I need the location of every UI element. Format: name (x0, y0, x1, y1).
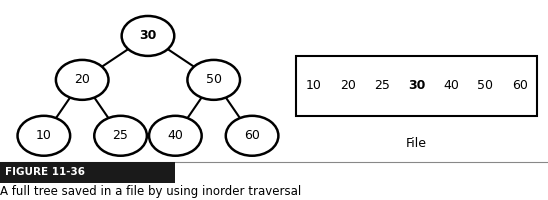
Text: 10: 10 (305, 79, 321, 92)
Text: 40: 40 (443, 79, 459, 92)
Text: 10: 10 (36, 129, 52, 142)
Text: 20: 20 (75, 73, 90, 86)
Ellipse shape (122, 16, 174, 56)
Text: 60: 60 (244, 129, 260, 142)
Ellipse shape (56, 60, 109, 100)
Ellipse shape (226, 116, 278, 156)
Text: 50: 50 (477, 79, 493, 92)
Ellipse shape (18, 116, 70, 156)
Ellipse shape (149, 116, 202, 156)
Text: FIGURE 11-36: FIGURE 11-36 (5, 167, 85, 177)
Text: 50: 50 (206, 73, 222, 86)
Ellipse shape (94, 116, 147, 156)
Text: 25: 25 (374, 79, 390, 92)
Text: 20: 20 (340, 79, 356, 92)
Text: 40: 40 (168, 129, 183, 142)
Text: File: File (406, 137, 427, 150)
FancyBboxPatch shape (0, 162, 175, 183)
Text: 30: 30 (408, 79, 425, 92)
Text: 30: 30 (139, 29, 157, 42)
Text: A full tree saved in a file by using inorder traversal: A full tree saved in a file by using ino… (0, 185, 301, 198)
Text: 25: 25 (113, 129, 128, 142)
Text: 60: 60 (512, 79, 528, 92)
FancyBboxPatch shape (296, 56, 537, 116)
Ellipse shape (187, 60, 240, 100)
